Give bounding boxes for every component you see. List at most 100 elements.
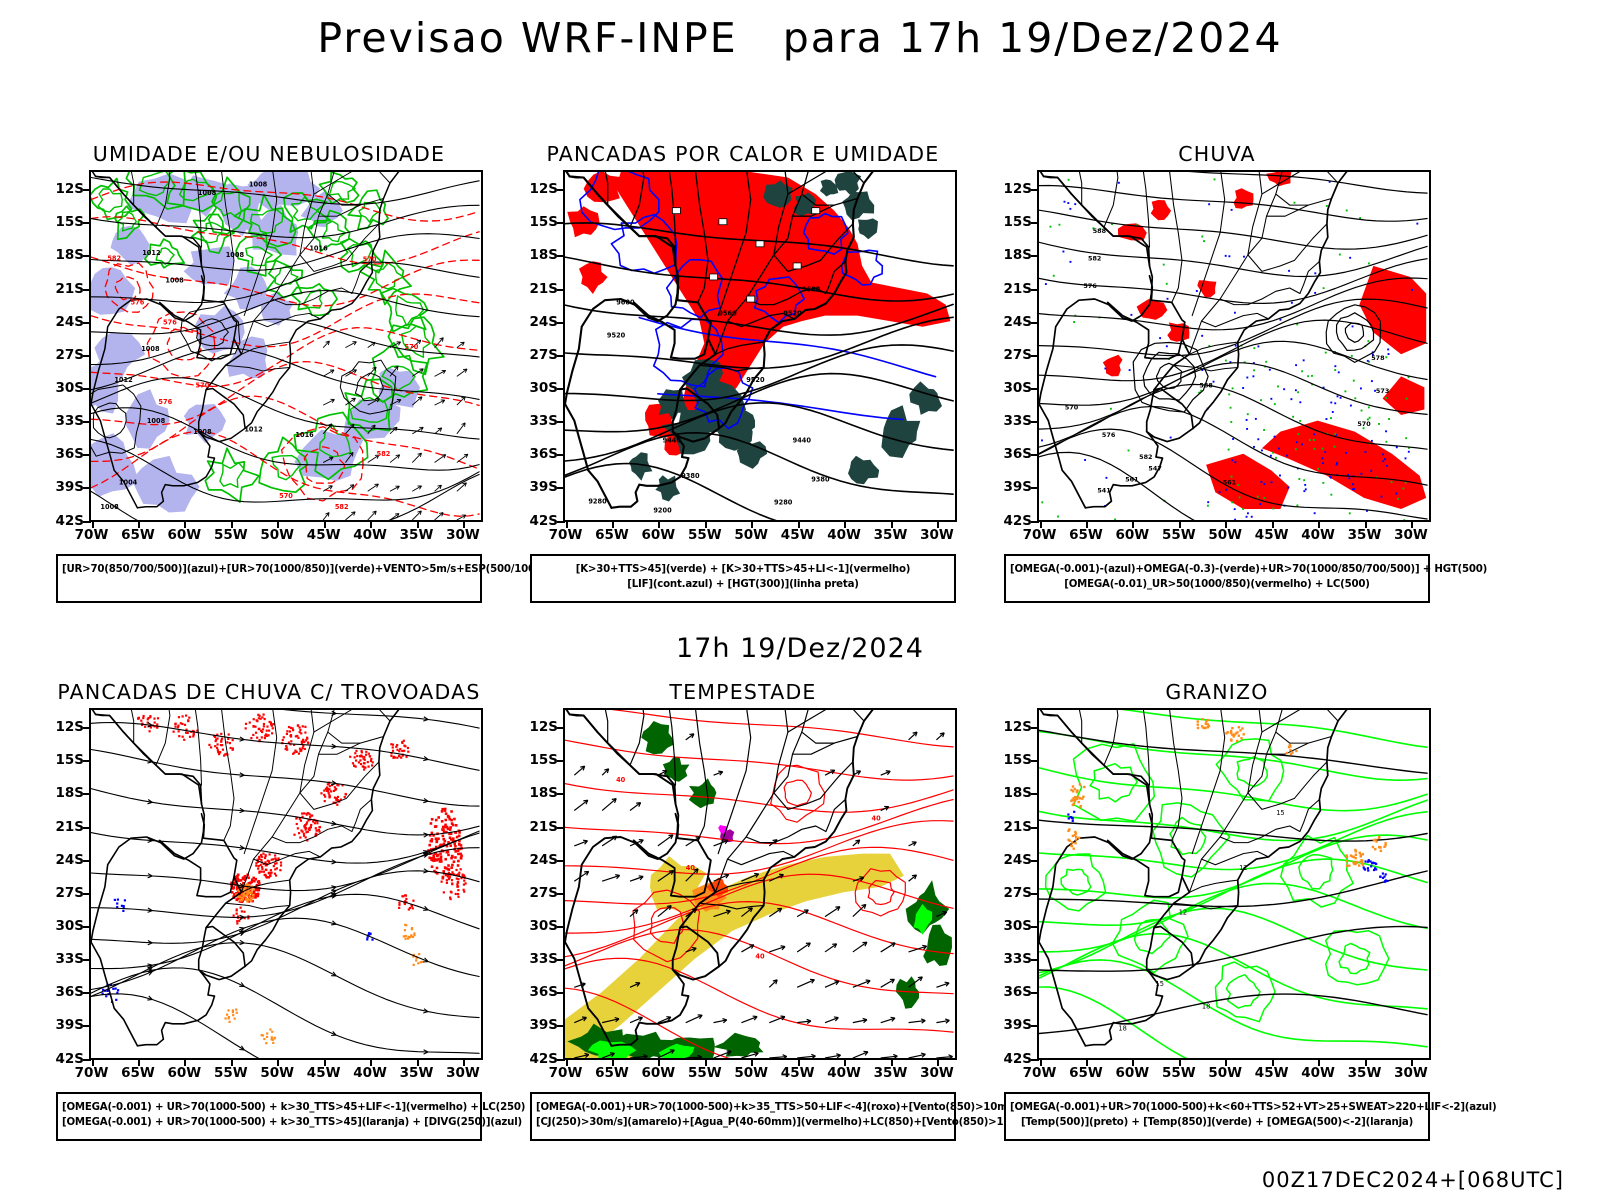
x-axis-label: 60W — [641, 527, 676, 543]
svg-text:570: 570 — [1065, 404, 1079, 412]
y-axis-label: 27S — [55, 884, 84, 901]
x-axis-label: 45W — [306, 527, 341, 543]
svg-text:1004: 1004 — [119, 479, 138, 487]
y-axis-tick — [557, 487, 565, 490]
x-axis-tick — [1271, 1058, 1274, 1066]
panel-granizo: GRANIZO 12 15 18 18 12 15 12S 15S 18S 21S 24S 27S 30S… — [994, 680, 1497, 1141]
svg-text:1008: 1008 — [226, 251, 245, 259]
x-axis-tick — [462, 1058, 465, 1066]
x-axis-label: 40W — [1301, 1065, 1335, 1081]
legend-line: [LIF](cont.azul) + [HGT(300)](linha pret… — [627, 578, 859, 590]
map-umidade[interactable]: 1008 1008 1008 1012 1016 1008 1008 1012 1008 1008… — [89, 170, 483, 522]
x-axis-tick — [91, 520, 94, 528]
svg-text:1008: 1008 — [165, 277, 184, 285]
y-axis-tick — [1031, 859, 1039, 862]
map-pancadas-calor[interactable]: 9600 9600 9560 9520 9520 9520 9440 9440 9380 9380… — [563, 170, 957, 522]
y-axis-tick — [557, 992, 565, 995]
y-axis-label: 15S — [1003, 752, 1032, 769]
x-axis-tick — [890, 1058, 893, 1066]
y-axis-tick — [83, 454, 91, 457]
map-pancadas-trovoadas[interactable] — [89, 708, 483, 1060]
x-axis-label: 50W — [1208, 527, 1243, 543]
x-axis-tick — [416, 520, 419, 528]
svg-text:9380: 9380 — [681, 472, 700, 480]
x-axis-tick — [184, 1058, 187, 1066]
svg-text:9280: 9280 — [588, 497, 607, 505]
svg-text:576: 576 — [1083, 282, 1097, 290]
svg-text:9380: 9380 — [811, 475, 830, 483]
x-axis-tick — [137, 520, 140, 528]
svg-text:1012: 1012 — [244, 426, 263, 434]
legend-box-chuva: [OMEGA(-0.001)-(azul)+OMEGA(-0.3)-(verde… — [1004, 554, 1488, 603]
x-axis-label: 40W — [827, 527, 861, 543]
y-axis-label: 33S — [55, 951, 84, 968]
x-axis-tick — [1318, 1058, 1321, 1066]
map-chuva[interactable]: 588 582 576 578 573 570 570 576 582 588 561 547 541 5… — [1037, 170, 1431, 522]
x-axis-label: 65W — [595, 1065, 629, 1081]
svg-text:1016: 1016 — [295, 431, 314, 439]
x-axis-label: 70W — [548, 527, 583, 543]
x-axis-tick — [1318, 520, 1321, 528]
map-granizo[interactable]: 12 15 18 18 12 15 — [1037, 708, 1431, 1060]
y-axis-tick — [1031, 288, 1039, 291]
legend-line: [OMEGA(-0.001) + UR>70(1000-500) + k>30_… — [62, 1102, 526, 1113]
y-axis-tick — [557, 1058, 565, 1061]
svg-text:12: 12 — [1239, 864, 1247, 872]
x-axis-tick — [1039, 1058, 1042, 1066]
y-axis-label: 42S — [529, 1050, 558, 1067]
y-axis-label: 21S — [529, 280, 558, 297]
map-canvas-umidade: 1008 1008 1008 1012 1016 1008 1008 1012 1008 1008… — [91, 172, 480, 520]
y-axis-label: 27S — [1003, 884, 1032, 901]
svg-text:576: 576 — [131, 299, 145, 307]
svg-text:1016: 1016 — [309, 244, 328, 252]
svg-text:588: 588 — [1199, 381, 1213, 389]
y-axis-tick — [1031, 1058, 1039, 1061]
svg-text:40: 40 — [686, 864, 696, 872]
map-canvas-granizo: 12 15 18 18 12 15 — [1039, 710, 1428, 1058]
y-axis-tick — [83, 487, 91, 490]
x-axis-label: 45W — [780, 527, 815, 543]
x-axis-label: 50W — [260, 1065, 295, 1081]
y-axis-label: 12S — [529, 181, 558, 198]
panel-tempestade: TEMPESTADE 40 40 40 40 12S 15S 18S 21S 24S 27S 30S 3… — [520, 680, 1073, 1141]
svg-text:582: 582 — [335, 503, 349, 511]
y-axis-tick — [557, 189, 565, 192]
y-axis-tick — [83, 760, 91, 763]
y-axis-label: 39S — [529, 479, 558, 496]
x-axis-label: 55W — [687, 527, 722, 543]
x-axis-label: 55W — [213, 527, 248, 543]
y-axis-tick — [83, 859, 91, 862]
y-axis-label: 12S — [1003, 181, 1032, 198]
x-axis-label: 45W — [780, 1065, 815, 1081]
map-tempestade[interactable]: 40 40 40 40 — [563, 708, 957, 1060]
y-axis-label: 42S — [55, 512, 84, 529]
svg-text:15: 15 — [1276, 809, 1284, 817]
x-axis-tick — [462, 520, 465, 528]
y-axis-tick — [1031, 826, 1039, 829]
x-axis-tick — [1178, 520, 1181, 528]
svg-text:40: 40 — [872, 815, 882, 823]
x-axis-tick — [370, 1058, 373, 1066]
x-axis-label: 70W — [74, 1065, 109, 1081]
x-axis-label: 45W — [306, 1065, 341, 1081]
y-axis-label: 18S — [529, 785, 558, 802]
x-axis-tick — [658, 1058, 661, 1066]
x-axis-label: 50W — [260, 527, 295, 543]
svg-text:9560: 9560 — [718, 310, 737, 318]
x-axis-tick — [277, 520, 280, 528]
svg-text:582: 582 — [377, 450, 391, 458]
footer-timestamp: 00Z17DEC2024+[068UTC] — [1261, 1168, 1564, 1192]
x-axis-tick — [844, 1058, 847, 1066]
svg-text:18: 18 — [1202, 1002, 1210, 1010]
x-axis-tick — [658, 520, 661, 528]
y-axis-tick — [83, 255, 91, 258]
y-axis-tick — [83, 387, 91, 390]
y-axis-tick — [83, 288, 91, 291]
legend-line: [OMEGA(-0.001)-(azul)+OMEGA(-0.3)-(verde… — [1010, 564, 1488, 575]
y-axis-label: 33S — [1003, 413, 1032, 430]
svg-text:578: 578 — [1371, 354, 1385, 362]
y-axis-tick — [557, 421, 565, 424]
y-axis-label: 18S — [1003, 785, 1032, 802]
y-axis-label: 36S — [55, 984, 84, 1001]
y-axis-tick — [557, 727, 565, 730]
